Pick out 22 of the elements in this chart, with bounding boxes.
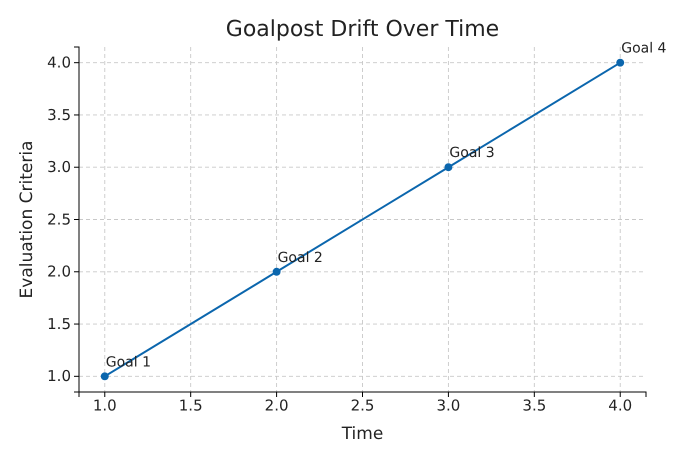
x-tick-label: 4.0 xyxy=(608,396,632,415)
chart-title: Goalpost Drift Over Time xyxy=(226,17,500,42)
point xyxy=(272,268,281,276)
x-tick-label: 2.0 xyxy=(264,396,289,415)
y-tick-label: 3.0 xyxy=(47,158,71,176)
point xyxy=(444,163,452,172)
x-tick-label: 1.5 xyxy=(178,396,203,415)
y-tick-label: 1.0 xyxy=(47,367,71,386)
x-axis-title: Time xyxy=(340,424,384,444)
y-tick-label: 4.0 xyxy=(47,53,71,72)
y-axis-title: Evaluation Criteria xyxy=(17,140,37,298)
x-tick-label: 2.5 xyxy=(350,396,374,415)
x-tick-label: 1.0 xyxy=(92,396,117,415)
point xyxy=(616,58,624,67)
x-tick-label: 3.5 xyxy=(522,396,546,415)
annotation: Goal 4 xyxy=(621,40,667,57)
y-tick-label: 3.5 xyxy=(47,106,71,124)
y-tick-label: 2.0 xyxy=(47,262,71,281)
x-tick-label: 3.0 xyxy=(436,396,460,415)
point xyxy=(100,372,109,380)
y-tick-label: 2.5 xyxy=(47,210,71,228)
y-tick-label: 1.5 xyxy=(47,314,71,333)
